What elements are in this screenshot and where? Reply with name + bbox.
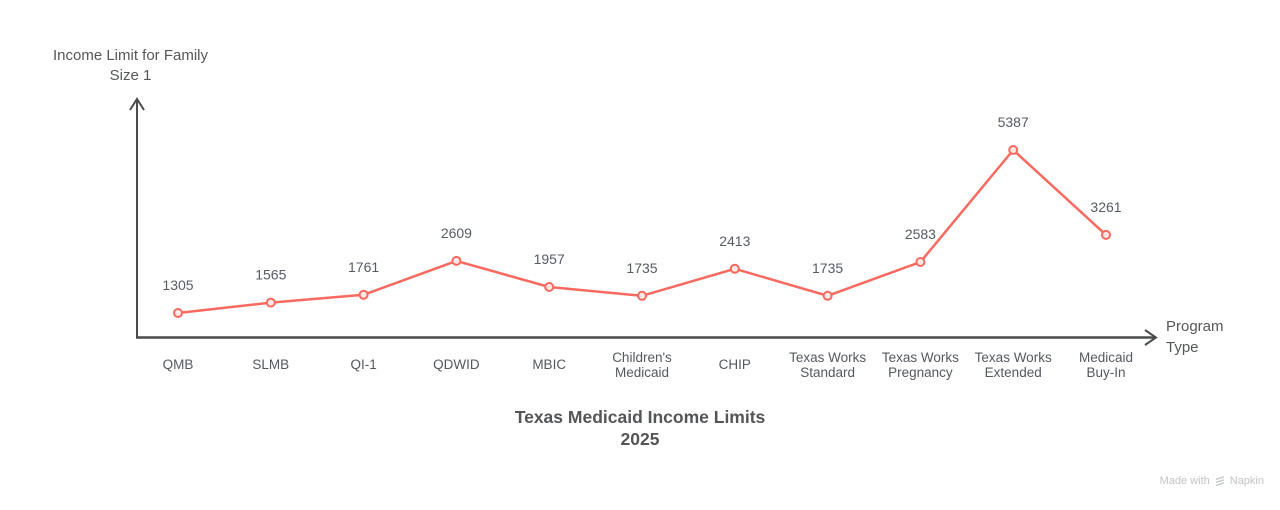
x-tick-label: QMB <box>163 357 194 372</box>
data-point-marker <box>358 289 369 300</box>
data-point-marker <box>637 290 647 301</box>
chart-title-block: Texas Medicaid Income Limits 2025 <box>0 406 1280 450</box>
x-tick-label: SLMB <box>252 357 289 372</box>
x-tick-label: CHIP <box>719 357 751 372</box>
data-point-marker <box>1008 145 1019 155</box>
data-point-marker <box>729 263 740 274</box>
data-point-marker <box>265 297 276 308</box>
value-label: 2413 <box>719 233 750 249</box>
value-label: 3261 <box>1090 199 1121 215</box>
y-axis-arrowhead-icon <box>129 97 145 111</box>
x-tick-label: QI-1 <box>350 357 376 372</box>
value-label: 1305 <box>162 277 193 293</box>
x-axis-title: Program Type <box>1166 318 1224 356</box>
chart-subtitle: 2025 <box>620 429 660 449</box>
plot-area: 1305 QMB 1565 SLMB 1761 QI-1 2609 QDWID 1957 MBIC… <box>162 114 1133 380</box>
x-tick-label: MBIC <box>532 357 566 372</box>
data-point-marker <box>544 282 555 292</box>
value-label: 5387 <box>998 114 1029 130</box>
value-label: 1735 <box>812 260 843 276</box>
data-point-marker <box>451 255 462 266</box>
value-label: 1761 <box>348 259 379 275</box>
data-point-marker <box>915 257 926 267</box>
data-line <box>176 148 1108 315</box>
value-label: 1957 <box>534 251 565 267</box>
chart-title: Texas Medicaid Income Limits <box>514 407 766 427</box>
napkin-logo-icon <box>1215 476 1224 486</box>
x-tick-label: Medicaid Buy-In <box>1079 350 1133 380</box>
x-tick-label: Texas Works Standard <box>789 350 866 380</box>
data-point-marker <box>1101 229 1111 240</box>
watermark-prefix: Made with <box>1159 475 1210 487</box>
watermark: Made with Napkin <box>1160 475 1264 487</box>
x-axis-arrowhead-icon <box>1144 329 1158 346</box>
x-tick-label: Texas Works Pregnancy <box>882 350 959 380</box>
y-axis-title: Income Limit for Family Size 1 <box>52 47 209 84</box>
value-label: 1735 <box>626 260 657 276</box>
x-tick-label: Texas Works Extended <box>975 350 1052 380</box>
value-label: 2583 <box>905 226 936 242</box>
value-label: 1565 <box>255 267 286 283</box>
data-point-marker <box>822 290 833 301</box>
x-tick-label: QDWID <box>433 357 480 372</box>
x-tick-label: Children's Medicaid <box>612 350 672 380</box>
watermark-brand: Napkin <box>1229 475 1264 487</box>
data-point-marker <box>173 308 183 318</box>
value-label: 2609 <box>441 225 472 241</box>
